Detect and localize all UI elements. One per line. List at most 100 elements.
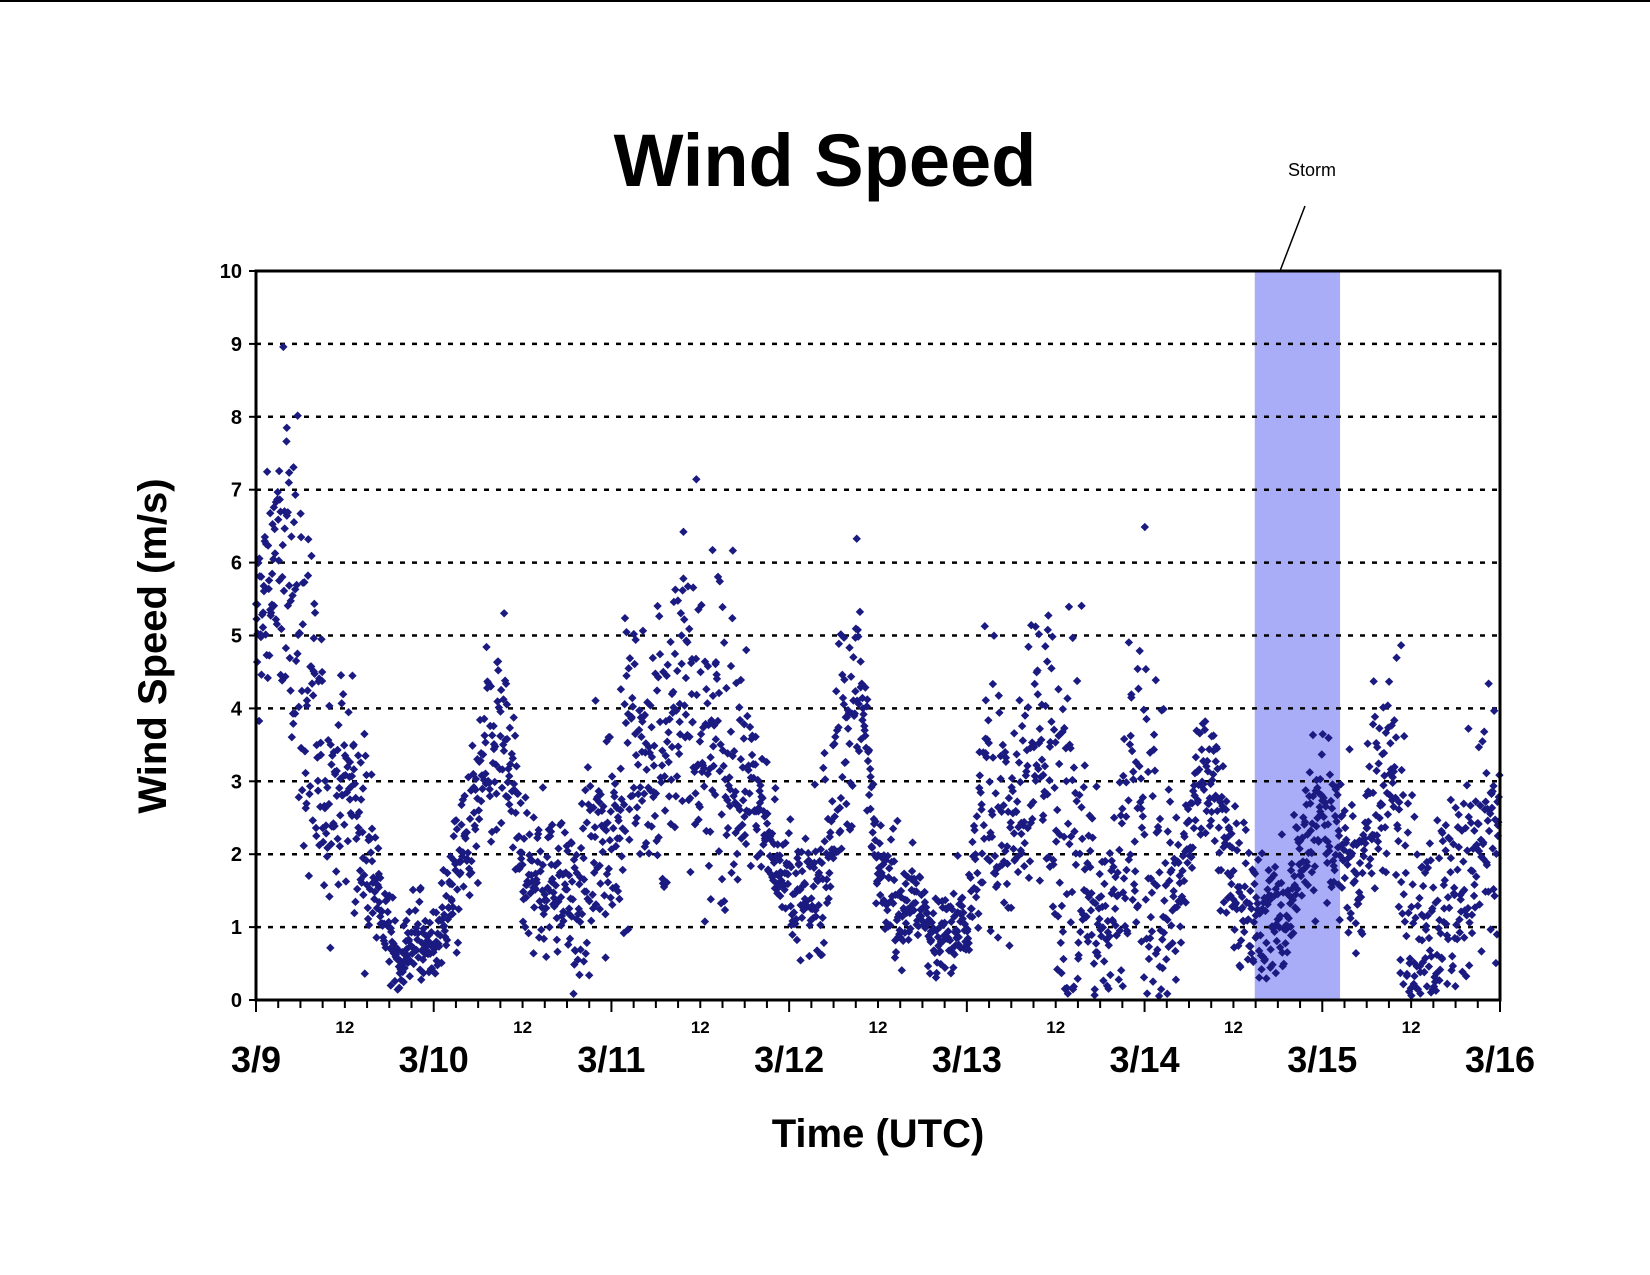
- data-point: [1347, 800, 1357, 810]
- data-point: [285, 581, 294, 590]
- data-point: [261, 630, 270, 639]
- data-point: [1039, 770, 1048, 780]
- data-point: [452, 948, 461, 957]
- data-point: [717, 874, 727, 884]
- data-point: [550, 900, 560, 910]
- data-point: [800, 880, 810, 889]
- data-point: [545, 922, 554, 932]
- data-point: [1310, 862, 1320, 871]
- data-point: [1434, 853, 1444, 863]
- data-point: [1467, 928, 1477, 938]
- data-point: [1448, 961, 1458, 971]
- data-point: [1136, 797, 1145, 807]
- data-point: [1050, 783, 1059, 792]
- data-point: [530, 903, 539, 912]
- data-point: [1452, 920, 1461, 930]
- data-point: [1144, 954, 1154, 964]
- data-point: [498, 765, 507, 774]
- data-point: [797, 847, 806, 857]
- data-point: [1413, 901, 1423, 910]
- data-point: [313, 776, 323, 786]
- data-point: [1404, 987, 1414, 996]
- data-point: [1439, 904, 1449, 913]
- data-point: [334, 720, 343, 730]
- data-point: [719, 761, 728, 771]
- data-point: [390, 976, 400, 986]
- data-point: [825, 868, 834, 878]
- data-point: [1029, 742, 1039, 752]
- data-point: [673, 742, 683, 751]
- data-point: [270, 524, 279, 534]
- data-point: [1014, 758, 1024, 767]
- data-point: [984, 738, 993, 748]
- data-point: [385, 957, 394, 966]
- data-point: [680, 615, 689, 624]
- data-point: [649, 761, 659, 770]
- data-point: [1206, 779, 1215, 789]
- data-point: [1322, 898, 1332, 908]
- data-point: [771, 783, 780, 793]
- data-point: [679, 574, 688, 583]
- data-point: [1293, 823, 1302, 833]
- data-point: [485, 791, 495, 801]
- data-point: [1165, 838, 1175, 847]
- data-point: [1237, 892, 1247, 902]
- data-point: [999, 898, 1009, 907]
- data-point: [1438, 828, 1447, 838]
- data-point: [1364, 817, 1373, 826]
- data-point: [1203, 756, 1212, 766]
- data-point: [1246, 886, 1255, 896]
- data-point: [736, 675, 746, 685]
- data-point: [796, 885, 805, 894]
- data-point: [284, 468, 294, 477]
- data-point: [1203, 767, 1213, 776]
- data-point: [889, 857, 899, 866]
- data-point: [440, 921, 449, 931]
- data-point: [1040, 787, 1049, 796]
- data-point: [720, 905, 730, 915]
- data-point: [628, 693, 637, 703]
- data-point: [1002, 879, 1012, 889]
- data-point: [927, 935, 936, 945]
- data-point: [1012, 807, 1021, 817]
- data-point: [1312, 822, 1321, 831]
- data-point: [811, 912, 821, 921]
- data-point: [1209, 746, 1218, 755]
- x-minor-tick-label: 12: [1224, 1018, 1243, 1037]
- data-point: [653, 850, 662, 860]
- data-point: [888, 824, 898, 833]
- data-point: [357, 878, 366, 887]
- data-point: [1390, 716, 1399, 725]
- data-point: [1127, 693, 1136, 702]
- data-point: [1250, 879, 1259, 889]
- data-point: [1382, 849, 1391, 858]
- data-point: [652, 836, 661, 846]
- data-point: [1282, 911, 1291, 920]
- data-point: [494, 666, 503, 675]
- data-point: [1349, 866, 1359, 876]
- data-point: [1057, 901, 1067, 911]
- data-point: [590, 832, 600, 842]
- data-point: [374, 844, 383, 853]
- data-point: [1015, 696, 1024, 705]
- data-point: [1239, 818, 1249, 827]
- data-point: [1175, 871, 1184, 880]
- data-point: [1078, 915, 1087, 924]
- data-point: [382, 895, 391, 905]
- data-point: [405, 907, 414, 917]
- data-point: [1277, 830, 1287, 839]
- data-point: [1155, 962, 1164, 971]
- data-point: [1425, 946, 1435, 955]
- data-point: [1334, 826, 1343, 835]
- data-point: [1375, 724, 1384, 733]
- data-point: [725, 801, 735, 811]
- data-point: [1448, 952, 1457, 961]
- data-point: [1146, 912, 1156, 922]
- data-point: [1439, 880, 1449, 890]
- data-point: [999, 801, 1008, 810]
- data-point: [1453, 934, 1462, 944]
- data-point: [814, 868, 824, 877]
- data-point: [303, 686, 312, 695]
- data-point: [1033, 690, 1042, 699]
- data-point: [889, 899, 898, 908]
